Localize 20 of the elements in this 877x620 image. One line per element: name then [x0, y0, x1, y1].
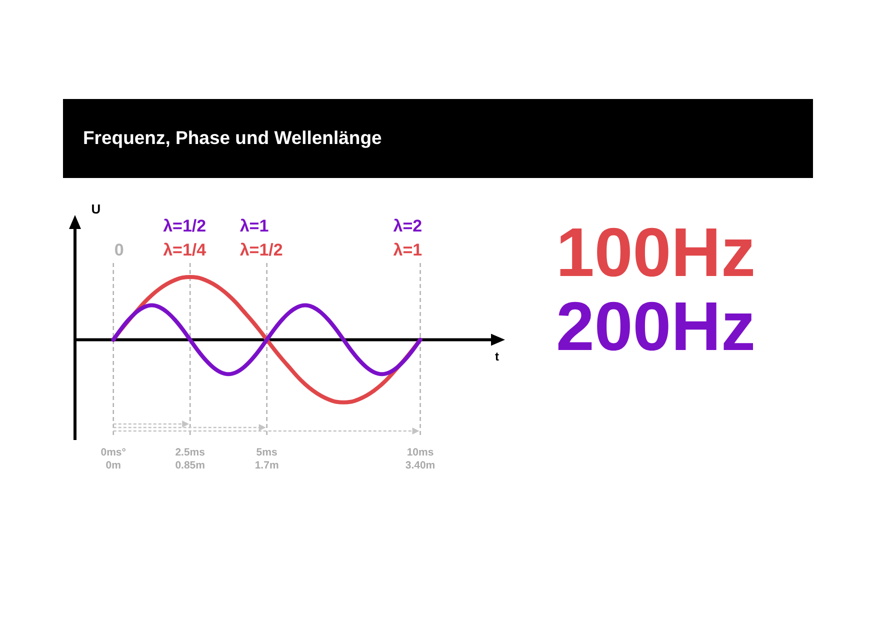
text: λ=1 — [393, 240, 422, 260]
chart-title: Frequenz, Phase und Wellenlänge — [83, 126, 382, 150]
text: λ=1 — [240, 216, 269, 236]
series-label: 200Hz — [556, 288, 756, 365]
x-tick-label: 10ms — [406, 446, 434, 458]
text: λ=1/4 — [163, 240, 207, 260]
x-tick-label: 0ms° — [100, 446, 126, 458]
text: λ=1/2 — [163, 216, 206, 236]
ref-line-label: 0 — [114, 240, 124, 260]
y-axis-title: U — [91, 202, 101, 216]
x2-tick-label: 3.40m — [405, 459, 436, 472]
text: λ=2 — [393, 216, 422, 236]
x2-tick-label: 0.85m — [175, 459, 205, 472]
text: λ=1/2 — [240, 240, 283, 260]
x-tick-label: 2.5ms — [175, 446, 206, 458]
x-tick-label: 5ms — [256, 446, 278, 458]
x2-tick-label: 0m — [106, 459, 121, 472]
x-axis-title: t — [495, 350, 499, 364]
text: 100Hz — [556, 214, 756, 291]
x2-tick-label: 1.7m — [254, 459, 279, 472]
